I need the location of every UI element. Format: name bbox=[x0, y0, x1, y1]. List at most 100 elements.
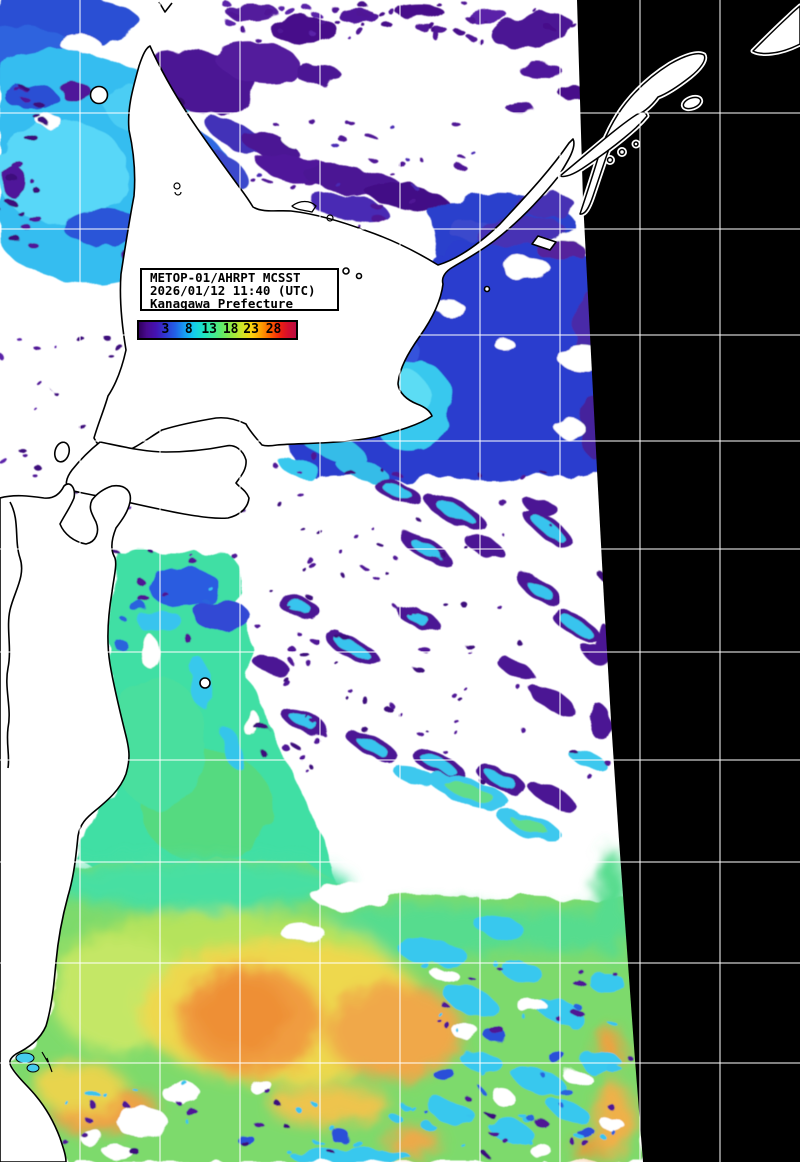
sst-speckle bbox=[517, 724, 523, 730]
sst-speckle bbox=[607, 1066, 623, 1075]
sst-speckle bbox=[84, 1117, 93, 1122]
sst-speckle bbox=[300, 565, 304, 570]
sst-speckle bbox=[280, 678, 289, 685]
sst-speckle bbox=[457, 167, 470, 173]
sst-speckle bbox=[102, 334, 110, 339]
sst-speckle bbox=[454, 720, 460, 724]
sst-speckle bbox=[436, 1010, 441, 1016]
sst-speckle bbox=[493, 961, 499, 967]
matsushima-spits bbox=[41, 1051, 53, 1073]
sst-speckle bbox=[228, 11, 237, 16]
sst-speckle bbox=[341, 573, 346, 578]
sst-speckle bbox=[190, 561, 200, 567]
sst-speckle bbox=[600, 1134, 606, 1140]
sst-speckle bbox=[182, 1117, 187, 1121]
sst-speckle bbox=[417, 732, 425, 737]
sst-speckle bbox=[415, 22, 432, 31]
info-product: METOP-01/AHRPT MCSST bbox=[150, 270, 301, 285]
sst-speckle bbox=[456, 733, 461, 738]
sst-speckle bbox=[32, 405, 36, 409]
sst-speckle bbox=[251, 179, 257, 183]
sst-speckle bbox=[308, 765, 314, 769]
sst-speckle bbox=[284, 8, 297, 16]
sst-speckle bbox=[274, 1102, 283, 1107]
sst-speckle bbox=[370, 215, 386, 223]
sst-speckle bbox=[311, 737, 320, 742]
sst-speckle bbox=[354, 534, 360, 540]
sst-speckle bbox=[133, 1088, 138, 1092]
colorbar-tick-label: 13 bbox=[201, 322, 217, 337]
sst-speckle bbox=[433, 33, 441, 41]
sst-speckle bbox=[329, 1126, 337, 1132]
sst-speckle bbox=[361, 697, 369, 704]
sst-speckle bbox=[334, 133, 344, 139]
sst-speckle bbox=[424, 1110, 428, 1114]
sst-speckle bbox=[33, 114, 42, 119]
sst-speckle bbox=[360, 564, 366, 568]
sst-speckle bbox=[388, 123, 394, 128]
sst-speckle bbox=[265, 1088, 272, 1095]
sst-speckle bbox=[442, 749, 447, 753]
sst-speckle bbox=[139, 596, 151, 604]
sst-speckle bbox=[420, 1121, 434, 1129]
sst-speckle bbox=[77, 423, 85, 428]
sst-speckle bbox=[462, 1094, 470, 1099]
sst-speckle bbox=[518, 686, 523, 692]
sst-speckle bbox=[81, 1132, 88, 1138]
sst-speckle bbox=[496, 966, 503, 971]
sst-speckle bbox=[311, 12, 322, 18]
sst-speckle bbox=[294, 630, 300, 634]
landmass-layer bbox=[0, 1, 575, 1162]
islet-pair-a bbox=[342, 267, 350, 275]
sst-speckle bbox=[272, 463, 279, 468]
sst-speckle bbox=[34, 189, 43, 195]
sst-speckle bbox=[377, 542, 383, 547]
no-data-swath bbox=[577, 0, 800, 1162]
sst-speckle bbox=[296, 470, 302, 474]
sst-speckle bbox=[337, 638, 343, 642]
sst-speckle bbox=[444, 1022, 451, 1029]
sst-speckle bbox=[438, 1000, 447, 1005]
sst-speckle bbox=[55, 346, 58, 350]
sst-speckle bbox=[569, 1138, 575, 1145]
sst-speckle bbox=[20, 450, 28, 455]
sst-speckle bbox=[303, 767, 308, 771]
sst-speckle bbox=[560, 1090, 574, 1097]
sst-speckle bbox=[468, 651, 474, 655]
island-kunashiri bbox=[579, 52, 706, 215]
sst-speckle bbox=[298, 526, 305, 530]
sst-speckle bbox=[467, 975, 475, 980]
colorbar-tick-label: 3 bbox=[161, 322, 170, 337]
sst-speckle bbox=[516, 640, 523, 646]
sst-speckle bbox=[290, 659, 295, 666]
sst-speckle bbox=[535, 1119, 549, 1127]
nemuro-peninsula bbox=[559, 111, 648, 178]
sst-speckle bbox=[86, 1091, 101, 1098]
sst-speckle bbox=[160, 591, 168, 596]
sst-speckle bbox=[340, 550, 345, 556]
sst-speckle bbox=[379, 467, 383, 472]
island-shikotan bbox=[682, 96, 702, 110]
sst-speckle bbox=[527, 1116, 537, 1123]
lake-kutcharo-mark bbox=[173, 182, 182, 196]
sst-speckle bbox=[543, 16, 549, 23]
sst-speckle bbox=[51, 389, 56, 393]
sst-speckle bbox=[10, 237, 23, 244]
island-rishiri bbox=[89, 85, 109, 105]
sst-speckle bbox=[611, 971, 617, 976]
sst-speckle bbox=[608, 1020, 617, 1026]
sst-speckle bbox=[501, 532, 504, 535]
sst-speckle bbox=[305, 180, 317, 187]
sst-speckle bbox=[538, 1070, 544, 1076]
sst-speckle bbox=[581, 1140, 590, 1147]
sst-region-bottom-warm bbox=[10, 850, 643, 1162]
sst-speckle bbox=[63, 1141, 71, 1147]
sst-speckle bbox=[231, 554, 239, 560]
sst-speckle bbox=[34, 379, 42, 384]
sst-speckle bbox=[589, 776, 596, 783]
sst-speckle bbox=[307, 562, 317, 569]
sst-speckle bbox=[400, 1103, 410, 1110]
sst-speckle bbox=[322, 733, 328, 737]
sst-speckle bbox=[240, 26, 246, 33]
sst-speckle bbox=[432, 29, 438, 34]
